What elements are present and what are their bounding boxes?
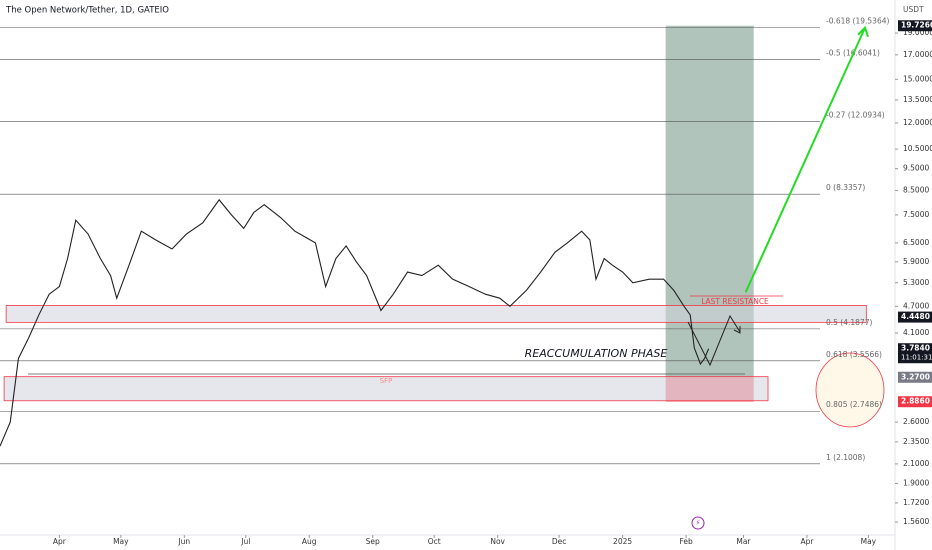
projection-arrow bbox=[744, 27, 866, 293]
price-label-box bbox=[898, 343, 932, 364]
x-tick-label: Apr bbox=[53, 537, 67, 546]
y-tick-label: 1.5600 bbox=[903, 517, 929, 526]
y-tick-label: 1.9000 bbox=[903, 478, 929, 487]
y-tick-label: 4.1000 bbox=[903, 328, 929, 337]
x-tick-label: May bbox=[113, 537, 129, 546]
y-tick-label: 9.5000 bbox=[903, 164, 929, 173]
price-label: 4.4480 bbox=[901, 312, 930, 321]
x-tick-label: Oct bbox=[428, 537, 441, 546]
x-tick-label: 2025 bbox=[613, 537, 632, 546]
price-label: 2.8860 bbox=[901, 397, 930, 406]
fib-label: 0.5 (4.1877) bbox=[826, 318, 872, 327]
y-tick-label: 2.6000 bbox=[903, 417, 929, 426]
fib-label: 0.618 (3.5566) bbox=[826, 350, 882, 359]
y-tick-label: 8.5000 bbox=[903, 185, 929, 194]
x-tick-label: Nov bbox=[490, 537, 505, 546]
x-tick-label: Mar bbox=[736, 537, 751, 546]
price-label-box bbox=[898, 311, 932, 323]
y-tick-label: 10.5000 bbox=[903, 144, 932, 153]
x-tick-label: Aug bbox=[302, 537, 317, 546]
phase-label: REACCUMULATION PHASE bbox=[525, 347, 668, 360]
y-tick-label: 13.5000 bbox=[903, 95, 932, 104]
y-tick-label: 17.0000 bbox=[903, 50, 932, 59]
price-label-box bbox=[898, 20, 932, 32]
price-label-box bbox=[898, 396, 932, 408]
y-tick-label: 12.0000 bbox=[903, 118, 932, 127]
y-tick-label: 2.1000 bbox=[903, 459, 929, 468]
price-line bbox=[0, 198, 710, 447]
axis-unit: USDT bbox=[903, 5, 924, 14]
y-tick-label: 5.9000 bbox=[903, 257, 929, 266]
x-tick-label: May bbox=[861, 537, 877, 546]
fib-label: 0 (8.3357) bbox=[826, 183, 865, 192]
fib-label: -0.618 (19.5364) bbox=[826, 17, 890, 26]
y-tick-label: 19.0000 bbox=[903, 28, 932, 37]
y-tick-label: 7.5000 bbox=[903, 210, 929, 219]
chart-title: The Open Network/Tether, 1D, GATEIO bbox=[5, 6, 169, 16]
support-zone bbox=[5, 305, 867, 323]
price-label: 19.7260 bbox=[901, 21, 932, 30]
x-tick-label: Jun bbox=[177, 537, 190, 546]
y-tick-label: 4.7000 bbox=[903, 301, 929, 310]
fib-label: -0.27 (12.0934) bbox=[826, 110, 885, 119]
event-icon: ⚡ bbox=[696, 519, 701, 527]
y-tick-label: 2.3500 bbox=[903, 437, 929, 446]
projection-arrow-head bbox=[857, 25, 869, 38]
price-label-box bbox=[898, 371, 932, 383]
highlight-circle bbox=[815, 352, 885, 428]
sfp-label: SFP bbox=[380, 377, 393, 385]
arrow-head bbox=[733, 326, 741, 334]
y-tick-label: 1.7200 bbox=[903, 498, 929, 507]
y-tick-label: 15.0000 bbox=[903, 74, 932, 83]
x-tick-label: Sep bbox=[366, 537, 380, 546]
y-tick-label: 5.3000 bbox=[903, 278, 929, 287]
fib-label: 1 (2.1008) bbox=[826, 453, 865, 462]
price-label: 3.7840 bbox=[901, 344, 930, 353]
projection-path bbox=[687, 314, 741, 367]
price-label: 3.2700 bbox=[901, 372, 930, 381]
target-zone bbox=[665, 25, 754, 378]
fib-label: 0.805 (2.7486) bbox=[826, 400, 882, 409]
x-tick-label: Jul bbox=[240, 537, 250, 546]
price-timer: 11:01:31 bbox=[901, 354, 932, 362]
y-tick-label: 6.5000 bbox=[903, 238, 929, 247]
resistance-label: LAST RESISTANCE bbox=[701, 297, 769, 306]
x-tick-label: Apr bbox=[800, 537, 814, 546]
event-icon bbox=[691, 516, 705, 530]
support-zone bbox=[3, 376, 769, 402]
x-tick-label: Dec bbox=[552, 537, 567, 546]
x-tick-label: Feb bbox=[679, 537, 693, 546]
